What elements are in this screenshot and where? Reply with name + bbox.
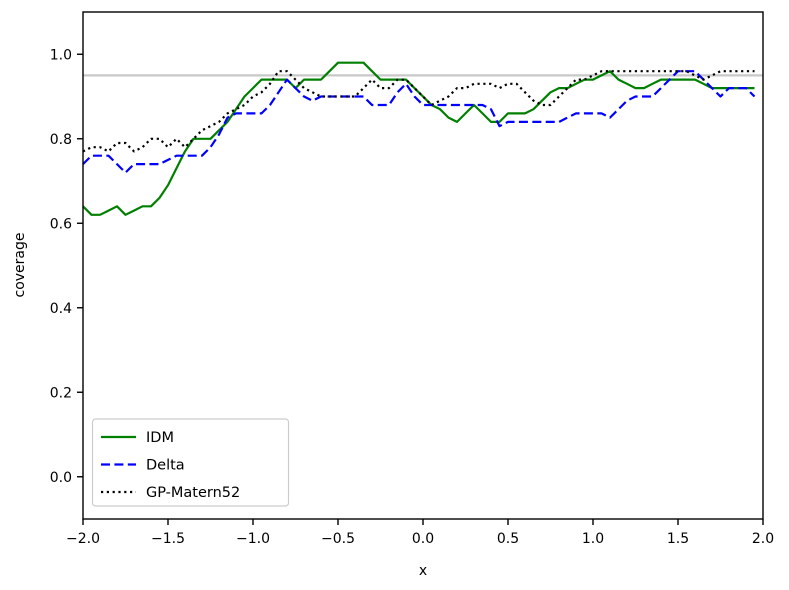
x-tick-label-1: −1.5 [151,531,185,547]
legend-label-idm: IDM [146,430,174,446]
y-tick-label-4: 0.8 [50,132,72,148]
x-tick-label-8: 2.0 [752,531,774,547]
y-tick-label-2: 0.4 [50,301,72,317]
legend-box [91,418,290,507]
y-tick-label-3: 0.6 [50,216,72,232]
x-tick-label-6: 1.0 [582,531,604,547]
series-line-delta [82,70,756,174]
plot-area: −2.0 −1.5 −1.0 −0.5 0.0 0.5 1.0 1.5 2.0 0.0 0.2 0.4… [50,11,774,547]
series-line-gp-matern52 [82,70,755,153]
series-line-idm [82,61,755,216]
x-tick-label-0: −2.0 [66,531,100,547]
y-tick-label-1: 0.2 [50,385,72,401]
y-tick-label-0: 0.0 [50,470,72,486]
x-tick-label-3: −0.5 [321,531,355,547]
y-tick-label-5: 1.0 [50,47,72,63]
x-tick-label-5: 0.5 [497,531,519,547]
x-axis-label: x [419,563,427,579]
legend-label-delta: Delta [146,458,185,474]
y-axis-label: coverage [12,233,28,298]
x-tick-label-2: −1.0 [236,531,270,547]
x-tick-label-7: 1.5 [667,531,689,547]
legend-label-gp-matern52: GP-Matern52 [146,485,240,501]
x-tick-label-4: 0.0 [412,531,434,547]
